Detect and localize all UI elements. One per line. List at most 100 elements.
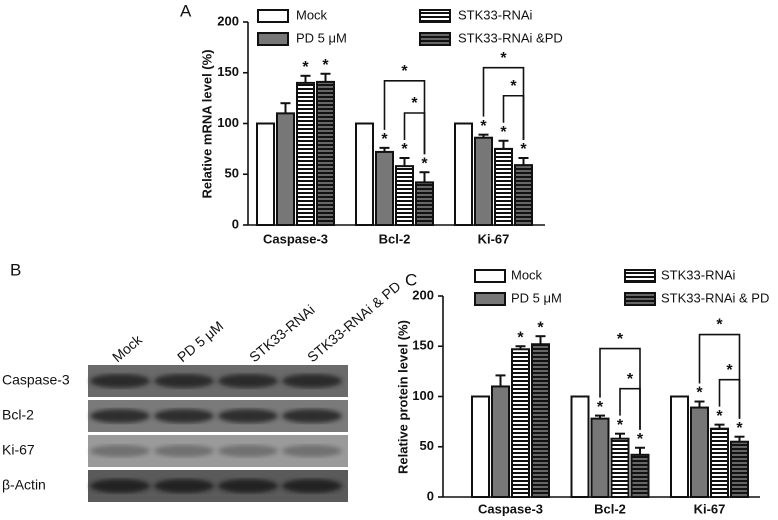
error-bar: [498, 139, 509, 149]
y-tick-label: 100: [412, 388, 434, 403]
y-axis-title: Relative mRNA level (%): [199, 49, 214, 198]
bar: [630, 453, 650, 499]
legend-swatch: [419, 32, 451, 46]
x-tick-label: Caspase-3: [478, 501, 543, 516]
row-label: Ki-67: [2, 442, 35, 458]
significance-mark: *: [696, 385, 703, 402]
bar: [590, 417, 610, 498]
bracket-label: *: [627, 371, 634, 388]
bar: [454, 122, 473, 226]
error-bar: [478, 133, 489, 138]
significance-bracket: [502, 94, 525, 141]
bar: [494, 147, 513, 226]
legend-swatch: [624, 269, 656, 283]
significance-mark: *: [617, 417, 624, 434]
legend-swatch: [419, 9, 451, 23]
error-bar: [515, 345, 526, 350]
bar: [531, 343, 550, 498]
x-tick-label: Caspase-3: [263, 231, 328, 246]
significance-mark: *: [421, 155, 428, 172]
blot-band: [90, 445, 150, 457]
bar: [471, 395, 490, 498]
significance-mark: *: [716, 408, 723, 425]
significance-mark: *: [401, 141, 408, 158]
bracket-label: *: [510, 78, 517, 95]
lane-label: PD 5 μM: [174, 318, 226, 365]
blot-band: [154, 374, 214, 388]
bar: [511, 348, 530, 499]
bar: [415, 181, 434, 226]
legend-label: PD 5 μM: [511, 290, 562, 305]
x-tick-label: Ki-67: [694, 501, 726, 516]
y-tick-label: 200: [217, 13, 239, 28]
significance-bracket: [619, 387, 641, 430]
panel-label: B: [10, 260, 21, 279]
x-tick-label: Bcl-2: [594, 501, 626, 516]
significance-mark: *: [537, 319, 544, 336]
bar: [514, 164, 533, 227]
y-tick-label: 50: [420, 438, 434, 453]
error-bar: [615, 432, 625, 439]
bar: [375, 150, 394, 226]
significance-mark: *: [500, 124, 507, 141]
error-bar: [300, 74, 311, 83]
bar: [491, 385, 510, 499]
significance-mark: *: [637, 431, 644, 448]
y-tick-label: 0: [427, 488, 434, 503]
error-bar: [495, 374, 506, 387]
bar: [355, 122, 374, 226]
blot-band: [218, 409, 278, 423]
bar: [395, 165, 414, 227]
error-bar: [595, 414, 605, 419]
bracket-label: *: [617, 331, 624, 348]
significance-mark: *: [381, 131, 388, 148]
legend-swatch: [257, 9, 289, 23]
legend-swatch: [257, 32, 289, 46]
y-tick-label: 0: [232, 216, 239, 231]
y-axis-title: Relative protein level (%): [395, 320, 410, 474]
significance-mark: *: [520, 141, 527, 158]
blot-band: [90, 479, 150, 493]
y-tick-label: 50: [225, 166, 239, 181]
legend-label: STK33-RNAi: [661, 267, 736, 282]
error-bar: [535, 335, 546, 345]
legend-swatch: [474, 292, 506, 306]
row-label: β-Actin: [2, 477, 46, 493]
row-label: Bcl-2: [2, 407, 34, 423]
legend-label: STK33-RNAi: [458, 7, 533, 22]
bracket-label: *: [500, 50, 507, 67]
error-bar: [714, 423, 725, 429]
x-tick-label: Bcl-2: [379, 231, 411, 246]
lane-label: STK33-RNAi & PD: [304, 278, 404, 365]
bar: [730, 440, 749, 499]
significance-bracket: [718, 378, 741, 419]
legend-label: STK33-RNAi &PD: [458, 30, 563, 45]
error-bar: [419, 171, 430, 183]
blot-band: [90, 409, 150, 423]
blot-band: [154, 479, 214, 493]
blot-band: [218, 374, 278, 388]
blot-band: [282, 374, 342, 388]
significance-bracket: [698, 333, 741, 419]
legend-label: PD 5 μM: [296, 30, 347, 45]
significance-mark: *: [322, 57, 329, 74]
blot-band: [154, 445, 214, 457]
bar: [570, 395, 590, 498]
x-tick-label: Ki-67: [478, 231, 510, 246]
significance-mark: *: [736, 420, 743, 437]
significance-mark: *: [517, 329, 524, 346]
bracket-label: *: [726, 362, 733, 379]
blot-band: [282, 479, 342, 493]
bracket-label: *: [716, 317, 723, 334]
bracket-label: *: [411, 95, 418, 112]
blot-band: [90, 374, 150, 388]
bar: [256, 122, 275, 226]
y-tick-label: 150: [412, 338, 434, 353]
blot-band: [218, 479, 278, 493]
bar: [316, 80, 335, 227]
error-bar: [734, 435, 745, 442]
blot-band: [282, 409, 342, 423]
blot-band: [282, 445, 342, 457]
